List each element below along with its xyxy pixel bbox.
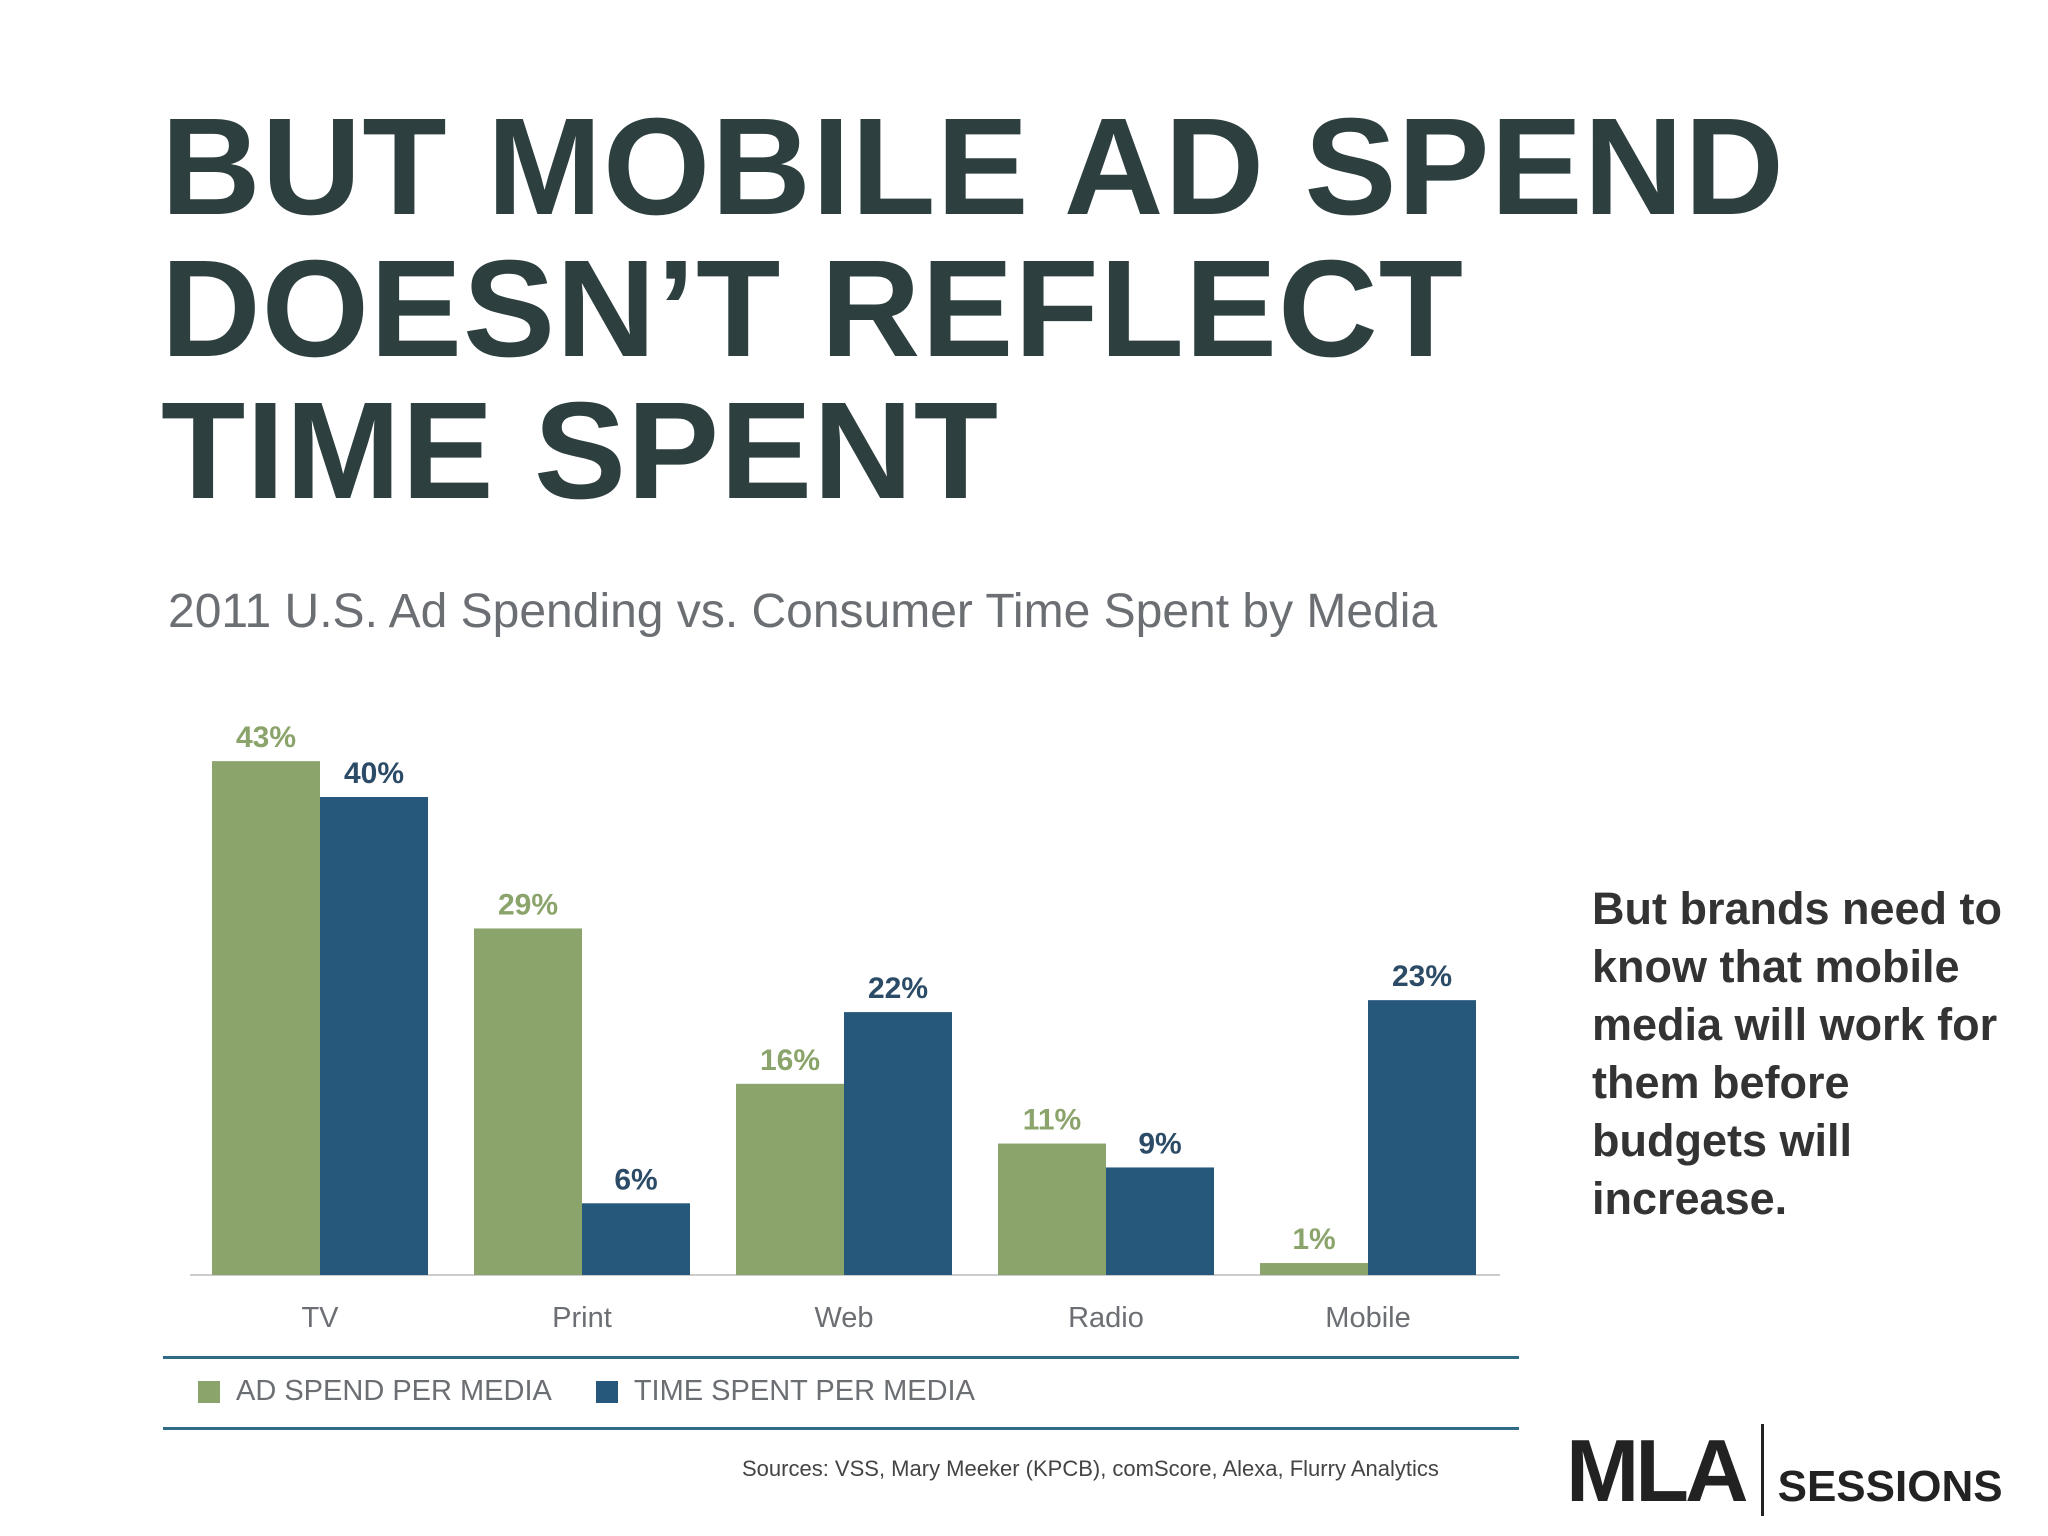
slide-title: BUT MOBILE AD SPEND DOESN’T REFLECT TIME… [161,96,1941,522]
x-tick-label-mobile: Mobile [1325,1302,1410,1334]
x-tick-label-radio: Radio [1068,1302,1144,1334]
data-label-ad-spend-radio: 11% [1023,1104,1081,1137]
slide-title-line-2: DOESN’T REFLECT [161,232,1465,386]
legend-bottom-rule [163,1427,1519,1430]
bar-time-spent-radio [1106,1167,1214,1275]
legend-label-time-spent: TIME SPENT PER MEDIA [633,1375,975,1407]
data-label-ad-spend-print: 29% [498,888,558,921]
logo-mark: MLA [1566,1421,1749,1520]
x-tick-label-tv: TV [301,1302,339,1334]
logo-divider [1760,1424,1764,1516]
data-label-time-spent-print: 6% [614,1163,657,1196]
x-tick-label-print: Print [552,1302,612,1334]
x-tick-label-web: Web [814,1302,873,1334]
data-label-ad-spend-mobile: 1% [1292,1223,1335,1256]
legend-label-ad-spend: AD SPEND PER MEDIA [236,1375,552,1407]
logo-text: SESSIONS [1777,1462,2003,1511]
mla-sessions-logo: MLA SESSIONS [1566,1421,2003,1520]
bar-ad-spend-print [474,928,582,1275]
slide-title-line-3: TIME SPENT [161,374,1000,528]
legend-swatch-ad-spend [198,1380,220,1403]
bar-ad-spend-web [736,1083,844,1275]
data-label-ad-spend-tv: 43% [236,721,296,754]
side-note: But brands need to know that mobile medi… [1592,883,2003,1224]
legend-swatch-time-spent [595,1380,618,1403]
bar-time-spent-tv [320,797,428,1275]
bar-ad-spend-tv [212,761,320,1275]
data-label-time-spent-mobile: 23% [1392,960,1452,993]
bar-time-spent-web [844,1012,952,1275]
bar-time-spent-mobile [1368,1000,1476,1275]
legend-item-time-spent: TIME SPENT PER MEDIA [595,1375,975,1408]
bar-ad-spend-mobile [1260,1263,1368,1275]
legend-item-ad-spend: AD SPEND PER MEDIA [198,1375,552,1408]
sources-caption: Sources: VSS, Mary Meeker (KPCB), comSco… [742,1456,1439,1481]
data-label-time-spent-tv: 40% [344,757,404,790]
slide-title-line-1: BUT MOBILE AD SPEND [161,90,1785,244]
data-label-ad-spend-web: 16% [760,1044,820,1077]
legend-top-rule [163,1356,1519,1359]
bar-time-spent-print [582,1203,690,1275]
bar-ad-spend-radio [998,1143,1106,1275]
data-label-time-spent-radio: 9% [1138,1127,1181,1160]
data-label-time-spent-web: 22% [868,972,928,1005]
chart-legend: AD SPEND PER MEDIA TIME SPENT PER MEDIA [198,1375,1019,1408]
chart-title: 2011 U.S. Ad Spending vs. Consumer Time … [168,585,1438,638]
